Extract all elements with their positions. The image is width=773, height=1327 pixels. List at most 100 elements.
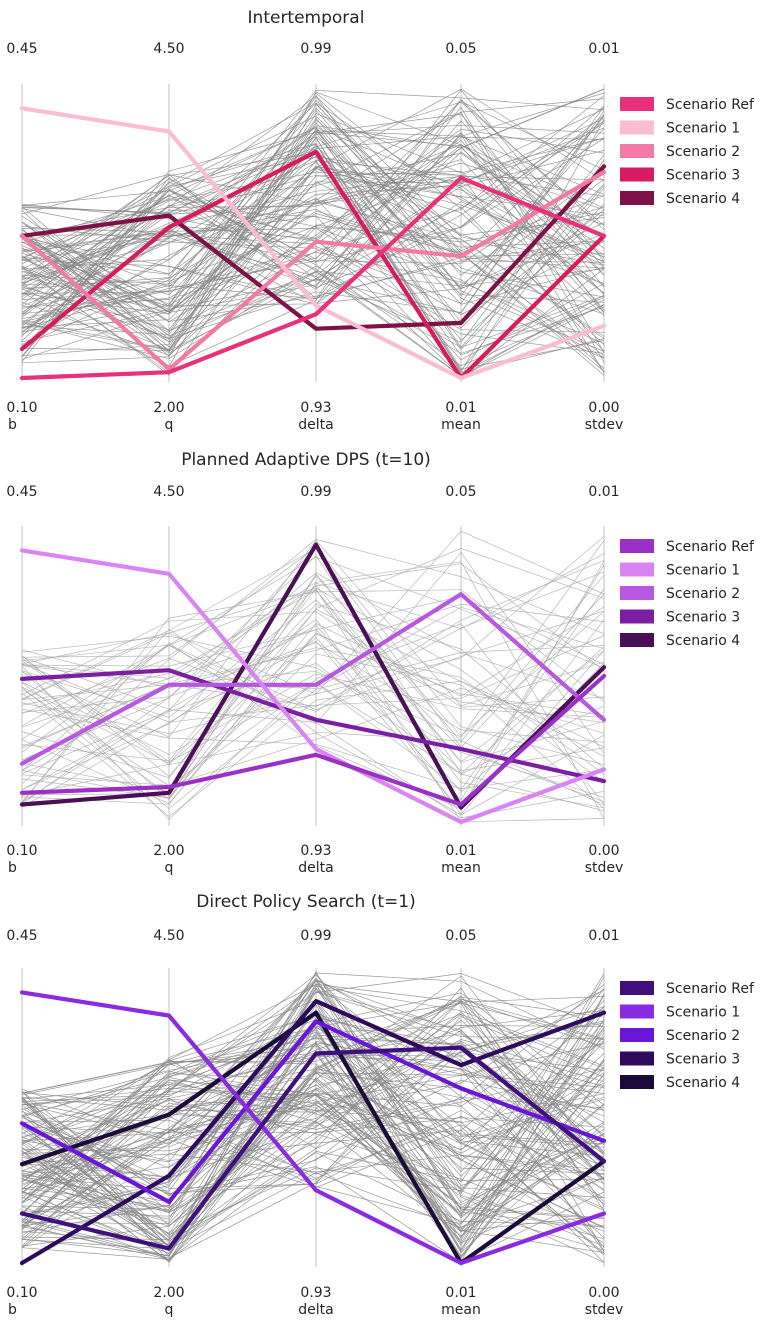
axis-min-label: 2.00	[153, 1285, 184, 1301]
background-trajectory	[21, 92, 605, 213]
background-trajectory	[21, 994, 605, 1263]
background-trajectory	[21, 91, 605, 364]
axis-max-label: 4.50	[153, 928, 184, 944]
background-trajectory	[21, 162, 605, 237]
background-trajectory	[21, 624, 605, 793]
axis-min-label: 0.93	[300, 1285, 331, 1301]
legend-swatch	[620, 609, 654, 624]
background-trajectory	[21, 1083, 605, 1143]
background-trajectory	[21, 978, 605, 1252]
background-trajectory	[21, 99, 605, 323]
legend-swatch	[620, 191, 654, 205]
chart-panel-3: Direct Policy Search (t=1) 0.45 0.10b 4.50 2…	[6, 892, 755, 1318]
background-trajectory	[21, 606, 605, 805]
legend-label: Scenario 1	[666, 563, 740, 579]
background-trajectory	[21, 226, 605, 374]
chart-panel-2: Planned Adaptive DPS (t=10) 0.45 0.10b 4.50…	[6, 450, 755, 876]
background-trajectory	[21, 1128, 605, 1247]
axis-min-label: 0.93	[300, 400, 331, 416]
background-trajectory	[21, 1029, 605, 1153]
background-trajectory	[21, 150, 605, 362]
legend-label: Scenario Ref	[666, 97, 755, 113]
legend-swatch	[620, 1051, 654, 1066]
background-trajectory	[21, 140, 605, 324]
legend-swatch	[620, 981, 654, 995]
background-trajectory	[21, 972, 605, 1207]
background-trajectory	[21, 106, 605, 353]
background-trajectory	[21, 1014, 605, 1214]
background-trajectory	[21, 119, 605, 357]
legend-swatch	[620, 633, 654, 647]
axis-name-label: mean	[441, 1302, 481, 1318]
axis-max-label: 0.01	[588, 928, 619, 944]
axis-max-label: 0.99	[300, 41, 331, 57]
chart-title: Direct Policy Search (t=1)	[196, 892, 415, 912]
legend: Scenario Ref Scenario 1 Scenario 2 Scenario…	[620, 539, 755, 649]
legend-label: Scenario 3	[666, 610, 740, 626]
axis-min-label: 0.01	[445, 400, 476, 416]
background-trajectory	[21, 548, 605, 801]
background-trajectory	[21, 660, 605, 816]
axis-min-label: 0.01	[445, 843, 476, 859]
background-trajectory	[21, 588, 605, 823]
legend-swatch	[620, 97, 654, 111]
background-trajectory	[21, 121, 605, 359]
axis-min-label: 2.00	[153, 843, 184, 859]
axis-max-label: 0.99	[300, 484, 331, 500]
scenario-lines	[19, 106, 607, 381]
legend-swatch	[620, 120, 654, 135]
axis-min-label: 0.00	[588, 1285, 619, 1301]
background-trajectory	[21, 973, 605, 1215]
background-trajectory	[21, 584, 605, 763]
background-trajectory	[21, 1002, 605, 1221]
axis-min-label: 0.10	[6, 1285, 37, 1301]
background-trajectory	[21, 174, 605, 315]
background-trajectory	[21, 632, 605, 798]
chart-title: Planned Adaptive DPS (t=10)	[181, 450, 431, 470]
background-trajectory	[21, 1040, 605, 1203]
background-trajectory	[21, 178, 605, 238]
background-trajectory	[21, 587, 605, 775]
background-trajectory	[21, 635, 605, 723]
series-line-scenario-1	[19, 990, 607, 1266]
axis-name-label: stdev	[585, 417, 624, 433]
background-trajectory	[21, 559, 605, 714]
series-line-scenario-2	[19, 592, 607, 766]
legend-swatch	[620, 1028, 654, 1042]
background-trajectory	[21, 1097, 605, 1185]
background-trajectory	[21, 979, 605, 1220]
background-trajectory	[21, 635, 605, 798]
axis-max-label: 4.50	[153, 484, 184, 500]
background-trajectory	[21, 1040, 605, 1249]
legend-label: Scenario 2	[666, 586, 740, 602]
background-trajectory	[21, 1081, 605, 1263]
legend-label: Scenario Ref	[666, 981, 755, 997]
background-trajectory	[21, 539, 605, 784]
axis-name-label: stdev	[585, 1302, 624, 1318]
background-trajectory	[21, 95, 605, 300]
axis-name-label: q	[165, 860, 174, 876]
series-line-scenario-2	[19, 170, 607, 372]
series-line-scenario-ref	[19, 1045, 607, 1251]
background-trajectory	[21, 572, 605, 805]
chart-panel-1: Intertemporal 0.45 0.10b 4.50 2.00q 0.99 0.93d…	[6, 8, 755, 433]
background-trajectory	[21, 1059, 605, 1225]
background-trajectory	[21, 128, 605, 349]
background-trajectory	[21, 603, 605, 769]
axis-name-label: q	[165, 1302, 174, 1318]
background-trajectory	[21, 1101, 605, 1246]
background-trajectory	[21, 119, 605, 373]
background-trajectory	[21, 130, 605, 335]
background-trajectory	[21, 151, 605, 298]
background-trajectory	[21, 647, 605, 783]
background-trajectory	[21, 1110, 605, 1190]
background-trajectory	[21, 1078, 605, 1237]
background-lines	[21, 88, 605, 377]
axis-max-label: 0.01	[588, 484, 619, 500]
axis-name-label: delta	[298, 1302, 333, 1318]
background-trajectory	[21, 1095, 605, 1224]
axis-name-label: b	[8, 417, 17, 433]
axis-min-label: 0.01	[445, 1285, 476, 1301]
legend-label: Scenario 2	[666, 144, 740, 160]
